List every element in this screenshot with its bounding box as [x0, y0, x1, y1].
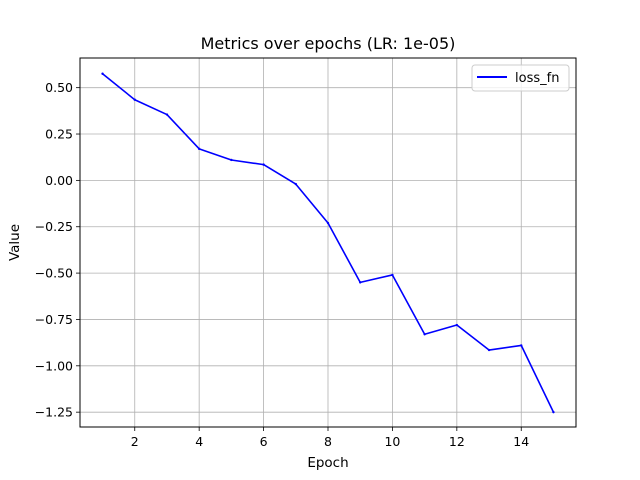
y-tick-label: −0.50 — [35, 266, 73, 281]
data-point — [230, 158, 233, 162]
data-point — [197, 147, 201, 151]
y-tick-label: −0.75 — [35, 312, 73, 327]
data-point — [552, 410, 555, 414]
y-axis-ticks: 0.50 0.25 0.00 −0.25 −0.50 −0.75 −1.00 −1.25 — [35, 80, 80, 420]
x-axis-ticks: 2 4 6 8 10 12 14 — [131, 427, 529, 449]
grid — [80, 58, 576, 427]
data-point — [165, 113, 169, 116]
chart-title: Metrics over epochs (LR: 1e-05) — [201, 34, 456, 53]
y-tick-label: −1.00 — [35, 358, 73, 373]
y-tick-label: 0.00 — [45, 173, 73, 188]
data-point — [262, 163, 265, 166]
y-tick-label: −1.25 — [35, 405, 73, 420]
legend-label-loss-fn: loss_fn — [515, 71, 559, 86]
x-axis-label: Epoch — [307, 455, 348, 471]
y-tick-label: −0.25 — [35, 219, 73, 234]
data-point — [391, 273, 394, 277]
data-point — [133, 98, 136, 101]
legend-box — [471, 64, 570, 92]
y-tick-label: 0.25 — [45, 127, 73, 142]
data-point — [101, 72, 104, 75]
x-tick-label: 12 — [449, 434, 465, 449]
data-point — [359, 281, 362, 284]
y-tick-label: 0.50 — [45, 80, 73, 95]
data-point — [326, 221, 330, 225]
series-layer — [101, 72, 555, 414]
x-tick-label: 8 — [324, 434, 332, 449]
y-axis-label: Value — [7, 224, 23, 261]
x-tick-label: 14 — [513, 434, 529, 449]
x-tick-label: 6 — [260, 434, 268, 449]
data-point — [423, 333, 426, 336]
data-point — [487, 348, 491, 352]
data-point — [455, 323, 459, 327]
data-point — [520, 344, 523, 347]
x-tick-label: 10 — [384, 434, 400, 449]
x-tick-label: 4 — [195, 434, 203, 449]
legend: loss_fn — [471, 64, 570, 92]
data-point — [294, 182, 297, 186]
x-tick-label: 2 — [131, 434, 139, 449]
